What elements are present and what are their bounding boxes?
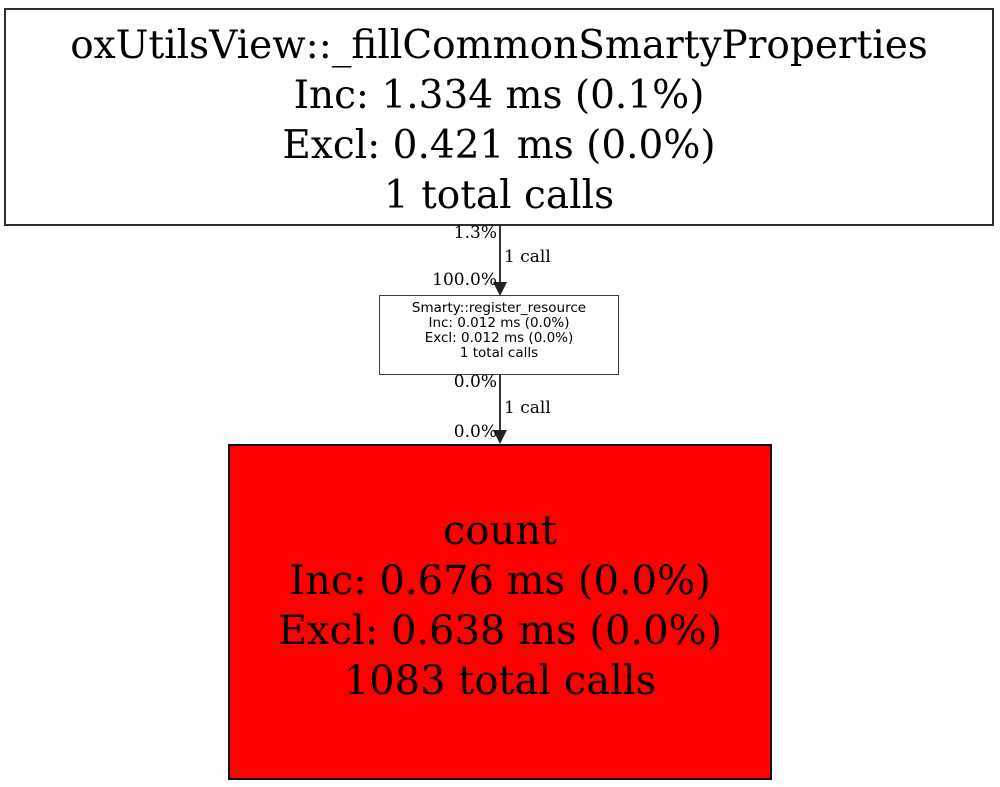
- node-inclusive-time: Inc: 0.676 ms (0.0%): [289, 558, 711, 604]
- node-total-calls: 1083 total calls: [343, 658, 657, 704]
- node-count: count Inc: 0.676 ms (0.0%) Excl: 0.638 m…: [228, 444, 772, 780]
- arrow-down-icon: [493, 282, 507, 296]
- edge-calls-label: 1 call: [504, 398, 551, 418]
- edge-line: [499, 226, 501, 283]
- node-exclusive-time: Excl: 0.012 ms (0.0%): [424, 330, 574, 346]
- edge-line: [499, 375, 501, 431]
- edge-source-percent: 0.0%: [453, 372, 497, 392]
- edge-target-percent: 100.0%: [432, 270, 497, 290]
- edge-target-percent: 0.0%: [453, 422, 497, 442]
- node-inclusive-time: Inc: 1.334 ms (0.1%): [293, 73, 705, 118]
- node-title: count: [442, 508, 558, 554]
- node-inclusive-time: Inc: 0.012 ms (0.0%): [428, 315, 570, 331]
- node-title: Smarty::register_resource: [411, 300, 587, 316]
- node-total-calls: 1 total calls: [383, 173, 615, 218]
- arrow-down-icon: [493, 430, 507, 444]
- node-title: oxUtilsView::_fillCommonSmartyProperties: [70, 23, 928, 68]
- node-oxutilsview-fillcommonsmartyproperties: oxUtilsView::_fillCommonSmartyProperties…: [4, 8, 994, 226]
- node-smarty-register-resource: Smarty::register_resource Inc: 0.012 ms …: [379, 295, 619, 375]
- edge-calls-label: 1 call: [504, 247, 551, 267]
- node-total-calls: 1 total calls: [459, 345, 539, 361]
- node-exclusive-time: Excl: 0.421 ms (0.0%): [282, 123, 716, 168]
- node-exclusive-time: Excl: 0.638 ms (0.0%): [277, 608, 723, 654]
- edge-source-percent: 1.3%: [453, 223, 497, 243]
